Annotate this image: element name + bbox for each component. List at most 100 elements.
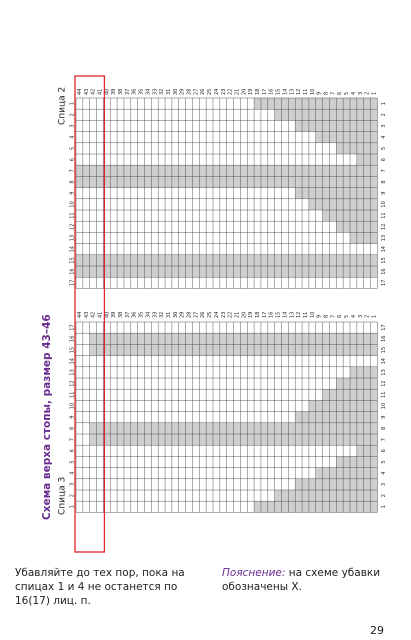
shaded-cell <box>370 221 378 233</box>
column-number: 2 <box>381 113 387 116</box>
column-number: 2 <box>70 494 76 497</box>
column-number: 10 <box>381 403 387 409</box>
shaded-cell <box>206 165 213 177</box>
shaded-cell <box>267 98 275 110</box>
shaded-cell <box>295 434 303 446</box>
shaded-cell <box>206 434 213 446</box>
shaded-cell <box>336 467 344 479</box>
column-number: 5 <box>381 460 387 463</box>
shaded-cell <box>247 254 255 266</box>
shaded-cell <box>117 165 124 177</box>
shaded-cell <box>329 176 337 188</box>
shaded-cell <box>302 490 309 502</box>
shaded-cell <box>315 490 323 502</box>
shaded-cell <box>370 501 378 513</box>
shaded-cell <box>329 400 337 412</box>
shaded-cell <box>370 490 378 502</box>
shaded-cell <box>363 109 371 121</box>
row-number: 3 <box>358 92 364 95</box>
column-number: 8 <box>70 180 76 183</box>
shaded-cell <box>233 165 241 177</box>
shaded-cell <box>308 120 316 132</box>
shaded-cell <box>363 232 371 244</box>
shaded-cell <box>219 266 227 278</box>
shaded-cell <box>76 266 83 278</box>
shaded-cell <box>247 176 255 188</box>
shaded-cell <box>158 333 166 345</box>
shaded-cell <box>281 98 289 110</box>
shaded-cell <box>343 98 350 110</box>
shaded-cell <box>350 456 357 468</box>
shaded-cell <box>247 344 255 356</box>
row-number: 2 <box>365 315 371 318</box>
shaded-cell <box>322 109 330 121</box>
shaded-cell <box>137 434 145 446</box>
row-number: 30 <box>173 312 179 318</box>
shaded-cell <box>158 254 166 266</box>
shaded-cell <box>240 176 248 188</box>
shaded-cell <box>178 266 186 278</box>
shaded-cell <box>308 422 316 434</box>
shaded-cell <box>350 400 357 412</box>
column-number: 6 <box>70 158 76 161</box>
shaded-cell <box>350 109 357 121</box>
shaded-cell <box>110 333 118 345</box>
shaded-cell <box>302 165 309 177</box>
shaded-cell <box>206 266 213 278</box>
shaded-cell <box>171 422 179 434</box>
title: Схема верха стопы, размер 43–46 <box>41 314 53 520</box>
shaded-cell <box>219 165 227 177</box>
shaded-cell <box>274 176 282 188</box>
shaded-cell <box>356 98 364 110</box>
shaded-cell <box>233 266 241 278</box>
row-number: 32 <box>159 89 165 95</box>
shaded-cell <box>233 344 241 356</box>
shaded-cell <box>343 333 350 345</box>
shaded-cell <box>356 456 364 468</box>
shaded-cell <box>226 344 234 356</box>
column-number: 17 <box>381 280 387 286</box>
shaded-cell <box>185 422 193 434</box>
shaded-cell <box>144 434 152 446</box>
shaded-cell <box>350 478 357 490</box>
shaded-cell <box>185 333 193 345</box>
row-number: 19 <box>248 89 254 95</box>
shaded-cell <box>295 422 303 434</box>
shaded-cell <box>356 154 364 166</box>
shaded-cell <box>110 422 118 434</box>
shaded-cell <box>171 254 179 266</box>
row-number: 35 <box>139 312 145 318</box>
shaded-cell <box>185 344 193 356</box>
shaded-cell <box>130 254 138 266</box>
shaded-cell <box>363 131 371 143</box>
shaded-cell <box>295 344 303 356</box>
row-number: 5 <box>344 92 350 95</box>
column-number: 8 <box>70 427 76 430</box>
shaded-cell <box>281 109 289 121</box>
shaded-cell <box>322 254 330 266</box>
shaded-cell <box>322 400 330 412</box>
shaded-cell <box>199 254 207 266</box>
shaded-cell <box>137 422 145 434</box>
shaded-cell <box>288 165 296 177</box>
row-number: 23 <box>221 312 227 318</box>
column-number: 9 <box>381 192 387 195</box>
column-number: 4 <box>70 136 76 139</box>
column-number: 4 <box>70 472 76 475</box>
shaded-cell <box>336 165 344 177</box>
row-number: 39 <box>111 312 117 318</box>
shaded-cell <box>302 434 309 446</box>
column-number: 5 <box>381 147 387 150</box>
shaded-cell <box>123 254 131 266</box>
shaded-cell <box>123 165 131 177</box>
column-number: 6 <box>70 449 76 452</box>
row-number: 29 <box>180 89 186 95</box>
column-number: 12 <box>70 224 76 230</box>
shaded-cell <box>192 344 200 356</box>
column-number: 5 <box>70 147 76 150</box>
shaded-cell <box>350 266 357 278</box>
shaded-cell <box>260 501 268 513</box>
column-number: 2 <box>381 494 387 497</box>
shaded-cell <box>302 187 309 199</box>
shaded-cell <box>329 266 337 278</box>
